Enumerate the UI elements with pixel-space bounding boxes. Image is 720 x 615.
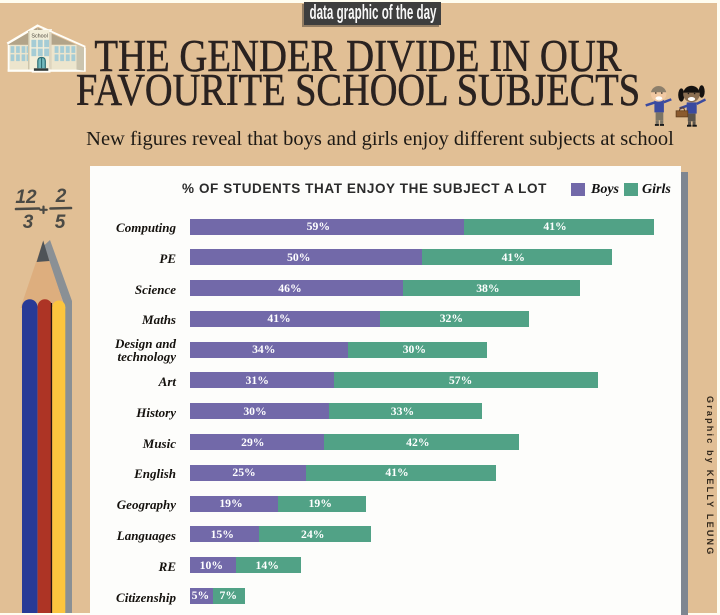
svg-text:3: 3 bbox=[23, 212, 34, 233]
svg-text:2: 2 bbox=[55, 186, 67, 207]
svg-text:12: 12 bbox=[15, 187, 37, 208]
svg-text:School: School bbox=[31, 34, 47, 40]
svg-text:5: 5 bbox=[55, 212, 66, 233]
